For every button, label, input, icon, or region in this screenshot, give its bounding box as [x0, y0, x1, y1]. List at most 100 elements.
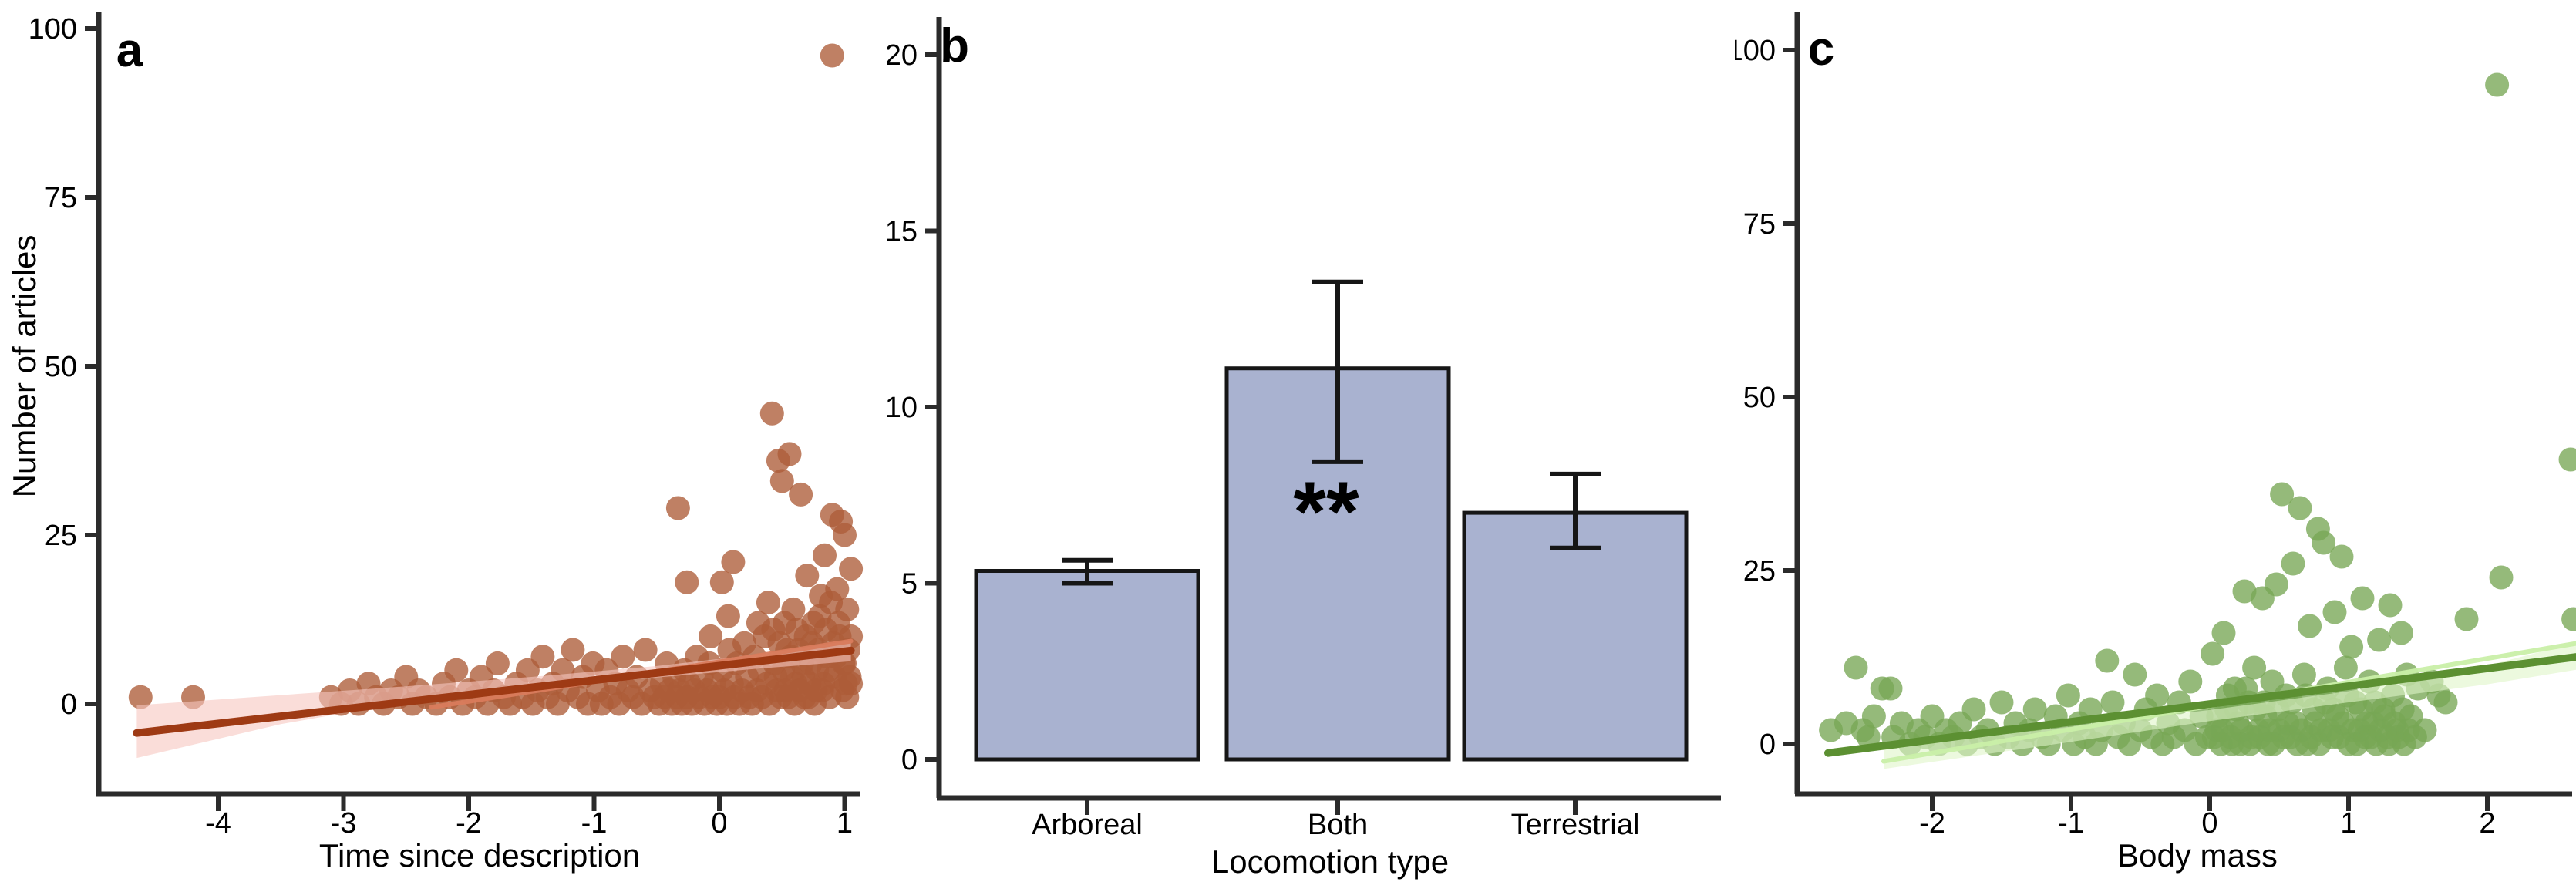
data-point — [1878, 676, 1903, 701]
data-point — [2485, 72, 2510, 97]
data-point — [699, 624, 723, 648]
data-point — [665, 496, 690, 520]
data-point — [2178, 669, 2203, 694]
bar-arboreal — [974, 569, 1200, 762]
x-tick-label: 1 — [837, 807, 853, 840]
data-point — [759, 401, 784, 426]
x-tick-label: 1 — [2340, 807, 2356, 840]
data-point — [485, 651, 510, 675]
data-point — [2211, 621, 2236, 645]
data-point — [675, 570, 699, 594]
main-regression-line — [133, 646, 855, 737]
data-point — [2329, 544, 2354, 569]
y-tick-label: 10 — [887, 392, 918, 424]
x-tick-label: 0 — [2201, 807, 2217, 840]
panel-letter: c — [1808, 22, 1834, 76]
data-point — [2232, 579, 2257, 604]
scatter-points — [128, 43, 864, 716]
data-point — [2270, 482, 2295, 507]
x-tick-label: -1 — [2058, 807, 2084, 840]
panel-a-scatter-time: 0 25 50 75 100 -4 -3 -2 -1 0 1 a Time since descript… — [0, 0, 887, 882]
y-tick-label: 25 — [45, 520, 77, 552]
data-point — [2413, 718, 2437, 742]
data-point — [1844, 655, 1868, 680]
data-point — [839, 557, 864, 581]
data-point — [835, 597, 860, 621]
data-point — [1856, 725, 1881, 749]
y-tick-label: 75 — [45, 182, 77, 214]
data-point — [2264, 572, 2288, 597]
bar-terrestrial — [1462, 510, 1689, 762]
data-point — [2201, 641, 2225, 666]
error-bar-terrestrial — [1550, 471, 1601, 550]
panel-letter: b — [940, 19, 969, 72]
data-point — [716, 604, 740, 628]
error-bar-arboreal — [1062, 557, 1113, 586]
data-point — [2339, 635, 2364, 659]
data-point — [777, 442, 802, 466]
x-tick-label: -2 — [1919, 807, 1945, 840]
y-tick-label: 0 — [61, 688, 77, 721]
data-point — [2389, 621, 2413, 645]
data-point — [2095, 648, 2120, 673]
data-point — [795, 564, 820, 588]
main-regression-line — [1824, 653, 2576, 757]
data-point — [444, 658, 469, 682]
data-point — [756, 591, 780, 615]
data-point — [2100, 690, 2125, 715]
data-point — [2056, 683, 2080, 708]
data-point — [721, 550, 746, 574]
data-point — [561, 638, 585, 662]
data-point — [789, 482, 813, 507]
data-point — [2558, 447, 2576, 472]
data-point — [709, 570, 734, 594]
category-label: Both — [1308, 809, 1368, 841]
data-point — [781, 597, 806, 621]
data-point — [2123, 662, 2147, 687]
category-label: Arboreal — [1032, 809, 1143, 841]
data-point — [2454, 607, 2479, 631]
x-axis-title: Body mass — [2117, 837, 2278, 874]
data-point — [2433, 690, 2458, 715]
y-tick-label: 100 — [1735, 35, 1776, 67]
data-point — [2281, 551, 2305, 576]
data-point — [2322, 600, 2347, 624]
significance-stars: ** — [1293, 465, 1359, 560]
data-point — [813, 543, 837, 567]
y-tick-label: 20 — [887, 39, 918, 72]
y-tick-label: 0 — [1759, 729, 1776, 761]
data-point — [833, 523, 857, 547]
x-tick-label: -3 — [331, 807, 357, 840]
y-tick-label: 25 — [1743, 555, 1776, 587]
data-point — [2145, 683, 2170, 708]
data-point — [2561, 607, 2576, 631]
y-tick-label: 15 — [887, 216, 918, 248]
x-axis-title: Time since description — [319, 837, 640, 874]
data-point — [2350, 586, 2375, 611]
data-point — [611, 645, 635, 669]
x-tick-label: 0 — [711, 807, 727, 840]
x-tick-label: -2 — [456, 807, 482, 840]
data-point — [1989, 690, 2014, 715]
y-tick-label: 75 — [1743, 208, 1776, 241]
data-point — [128, 685, 153, 709]
data-point — [1861, 704, 1886, 729]
data-point — [839, 672, 864, 696]
panel-c-scatter-bodymass: 0 25 50 75 100 -2 -1 0 1 2 c Body mass — [1735, 0, 2576, 882]
data-point — [825, 577, 850, 601]
error-bar-both — [1312, 279, 1363, 464]
panel-letter: a — [116, 24, 143, 77]
data-point — [820, 43, 844, 68]
y-tick-label: 0 — [901, 744, 918, 776]
y-tick-label: 50 — [1743, 382, 1776, 414]
x-tick-label: 2 — [2479, 807, 2495, 840]
confidence-band — [1884, 642, 2576, 769]
data-point — [2022, 697, 2047, 722]
data-point — [2291, 662, 2316, 687]
data-point — [2333, 655, 2358, 680]
x-axis-title: Locomotion type — [1211, 843, 1449, 880]
data-point — [769, 469, 794, 493]
data-point — [2288, 496, 2312, 520]
scatter-points — [1819, 72, 2576, 756]
data-point — [1961, 697, 1986, 722]
